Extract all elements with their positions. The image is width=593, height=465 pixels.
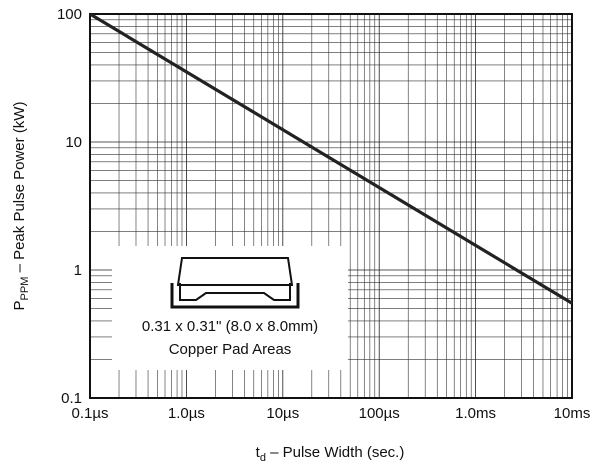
x-tick-label: 1.0µs bbox=[168, 405, 205, 422]
x-tick-label: 1.0ms bbox=[455, 405, 496, 422]
plot-frame bbox=[89, 13, 573, 399]
x-tick-label: 0.1µs bbox=[72, 405, 109, 422]
y-tick-label: 1 bbox=[74, 262, 82, 279]
x-axis-label: td – Pulse Width (sec.) bbox=[256, 444, 405, 464]
y-axis-label: PPPM – Peak Pulse Power (kW) bbox=[11, 102, 31, 311]
x-axis-label-main: t bbox=[256, 444, 261, 461]
series bbox=[89, 12, 573, 305]
y-tick-label: 100 bbox=[57, 6, 82, 23]
y-axis-label-main: P bbox=[11, 300, 28, 310]
y-tick-label: 0.1 bbox=[61, 390, 82, 407]
series-line bbox=[89, 12, 573, 305]
y-axis-label-rest: – Peak Pulse Power (kW) bbox=[11, 102, 28, 277]
x-tick-label: 10µs bbox=[266, 405, 299, 422]
x-tick-label: 10ms bbox=[554, 405, 591, 422]
x-tick-label: 100µs bbox=[359, 405, 400, 422]
x-axis-label-rest: – Pulse Width (sec.) bbox=[266, 444, 404, 461]
package-icon bbox=[170, 257, 300, 309]
y-tick-label: 10 bbox=[65, 134, 82, 151]
y-axis-label-sub: PPM bbox=[19, 277, 31, 301]
x-axis-label-sub: d bbox=[260, 452, 266, 464]
inset-text: Copper Pad Areas bbox=[169, 341, 292, 358]
inset-text: 0.31 x 0.31" (8.0 x 8.0mm) bbox=[142, 318, 318, 335]
